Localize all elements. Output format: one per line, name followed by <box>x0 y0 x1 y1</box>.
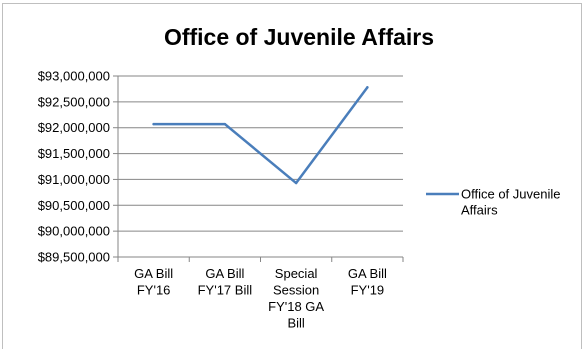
x-tick-label: GA Bill FY'16 <box>134 266 173 298</box>
series-layer <box>152 86 369 185</box>
data-point <box>152 122 155 126</box>
y-tick-label: $90,000,000 <box>38 224 110 239</box>
x-tick-label-line: FY'16 <box>137 283 171 298</box>
x-tick-label: Special Session FY'18 GA Bill <box>268 266 324 331</box>
legend-label: Office of Juvenile Affairs <box>461 187 560 218</box>
legend: Office of Juvenile Affairs <box>426 187 560 218</box>
gridlines <box>113 75 403 258</box>
y-axis-ticks: $93,000,000 $92,500,000 $92,000,000 $91,500… <box>38 69 110 265</box>
y-tick-label: $89,500,000 <box>38 250 110 265</box>
x-tick-label-line: FY'19 <box>351 283 385 298</box>
y-tick-label: $91,500,000 <box>38 146 110 161</box>
data-point <box>294 181 298 185</box>
data-point <box>366 86 369 89</box>
x-tick-label: GA Bill FY'19 <box>348 266 387 298</box>
y-tick-label: $91,000,000 <box>38 172 110 187</box>
chart-title: Office of Juvenile Affairs <box>164 24 434 50</box>
x-tick-label-line: FY'18 GA <box>268 299 324 314</box>
chart-area: Office of Juvenile Affairs $93,000,000 $9… <box>2 3 582 349</box>
x-tick-label-line: GA Bill <box>348 266 387 281</box>
x-tick-label-line: Bill <box>287 316 304 331</box>
x-tick-label-line: Session <box>273 283 319 298</box>
x-tick-label: GA Bill FY'17 Bill <box>198 266 253 298</box>
legend-label-line: Affairs <box>461 203 498 218</box>
x-tick-label-line: GA Bill <box>205 266 244 281</box>
y-tick-label: $90,500,000 <box>38 198 110 213</box>
data-point <box>223 122 227 126</box>
x-axis-ticks: GA Bill FY'16 GA Bill FY'17 Bill Special Sess… <box>134 266 387 331</box>
y-tick-label: $92,000,000 <box>38 120 110 135</box>
y-tick-label: $92,500,000 <box>38 94 110 109</box>
x-tick-label-line: Special <box>275 266 318 281</box>
x-tick-label-line: GA Bill <box>134 266 173 281</box>
axes <box>117 76 404 262</box>
line-chart: Office of Juvenile Affairs $93,000,000$9… <box>38 24 561 331</box>
y-tick-label: $93,000,000 <box>38 69 110 84</box>
series-line <box>152 86 369 185</box>
x-tick-label-line: FY'17 Bill <box>198 283 253 298</box>
legend-label-line: Office of Juvenile <box>461 187 560 202</box>
